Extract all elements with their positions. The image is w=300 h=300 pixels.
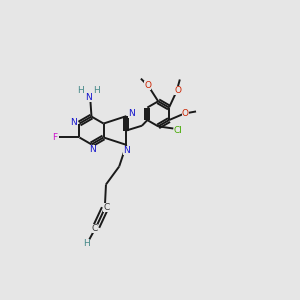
Text: N: N [89, 145, 95, 154]
Text: H: H [83, 239, 90, 248]
Text: H: H [78, 86, 84, 95]
Text: O: O [144, 81, 152, 90]
Text: F: F [52, 133, 57, 142]
Text: N: N [85, 94, 92, 103]
Text: O: O [174, 86, 181, 95]
Text: O: O [182, 109, 189, 118]
Text: H: H [93, 86, 100, 95]
Text: N: N [128, 109, 135, 118]
Text: N: N [123, 146, 130, 155]
Text: N: N [70, 118, 77, 127]
Text: C: C [103, 203, 110, 212]
Text: C: C [92, 224, 98, 233]
Text: Cl: Cl [174, 126, 182, 135]
